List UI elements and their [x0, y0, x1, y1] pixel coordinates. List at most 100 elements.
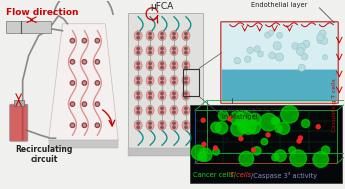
Circle shape	[247, 47, 253, 53]
Circle shape	[173, 33, 175, 35]
Circle shape	[317, 34, 324, 41]
Circle shape	[137, 51, 139, 54]
Polygon shape	[128, 13, 203, 148]
Circle shape	[185, 111, 187, 114]
Circle shape	[149, 33, 151, 35]
Circle shape	[83, 124, 86, 126]
Ellipse shape	[158, 31, 166, 41]
Circle shape	[96, 61, 98, 63]
Circle shape	[277, 32, 283, 38]
Circle shape	[95, 123, 99, 127]
Ellipse shape	[158, 120, 166, 130]
Bar	[49, 140, 118, 148]
Circle shape	[185, 62, 187, 65]
Circle shape	[149, 62, 151, 65]
Circle shape	[149, 81, 151, 84]
Circle shape	[185, 77, 187, 80]
Circle shape	[247, 121, 260, 134]
Ellipse shape	[170, 31, 178, 41]
Circle shape	[173, 107, 175, 110]
Circle shape	[253, 147, 261, 155]
Text: T cells: T cells	[230, 172, 252, 178]
Circle shape	[96, 40, 98, 42]
Circle shape	[161, 122, 163, 125]
Circle shape	[213, 148, 219, 155]
Circle shape	[216, 122, 228, 134]
Circle shape	[82, 123, 87, 127]
Circle shape	[228, 117, 232, 121]
Circle shape	[149, 36, 151, 39]
Circle shape	[137, 66, 139, 69]
Circle shape	[234, 57, 241, 64]
Circle shape	[173, 36, 175, 39]
Circle shape	[161, 107, 163, 110]
Circle shape	[289, 147, 296, 154]
Circle shape	[273, 118, 280, 125]
Bar	[190, 105, 342, 183]
Ellipse shape	[146, 46, 154, 56]
Circle shape	[71, 61, 73, 63]
Circle shape	[185, 51, 187, 54]
Circle shape	[297, 43, 306, 52]
Bar	[14, 100, 24, 106]
Circle shape	[149, 122, 151, 125]
Circle shape	[70, 123, 75, 127]
Ellipse shape	[182, 120, 190, 130]
Circle shape	[82, 60, 87, 64]
Circle shape	[185, 33, 187, 35]
Ellipse shape	[182, 91, 190, 100]
Circle shape	[317, 37, 324, 44]
Text: Flow direction: Flow direction	[6, 8, 78, 17]
Ellipse shape	[134, 120, 142, 130]
Text: /Caspase 3³ activity: /Caspase 3³ activity	[251, 172, 317, 179]
Circle shape	[218, 111, 228, 120]
Circle shape	[257, 51, 264, 57]
Circle shape	[161, 62, 163, 65]
Circle shape	[149, 107, 151, 110]
Circle shape	[173, 62, 175, 65]
Circle shape	[161, 96, 163, 99]
Circle shape	[254, 46, 260, 52]
Circle shape	[292, 43, 298, 49]
Circle shape	[275, 53, 284, 61]
Ellipse shape	[146, 105, 154, 115]
Ellipse shape	[182, 46, 190, 56]
Ellipse shape	[146, 91, 154, 100]
Ellipse shape	[146, 76, 154, 85]
Text: Cancer cells/CAFs
in Matrigel: Cancer cells/CAFs in Matrigel	[222, 107, 281, 120]
Circle shape	[82, 102, 87, 106]
Circle shape	[230, 111, 244, 125]
Circle shape	[265, 32, 271, 38]
Circle shape	[83, 82, 86, 84]
Circle shape	[173, 122, 175, 125]
Text: Recirculating
circuit: Recirculating circuit	[16, 145, 73, 164]
Circle shape	[161, 92, 163, 95]
Circle shape	[71, 40, 73, 42]
Circle shape	[96, 124, 98, 126]
Circle shape	[240, 118, 256, 134]
Circle shape	[191, 145, 206, 160]
Circle shape	[273, 42, 282, 50]
Circle shape	[71, 82, 73, 84]
Ellipse shape	[170, 60, 178, 70]
Circle shape	[185, 81, 187, 84]
Circle shape	[137, 47, 139, 50]
Circle shape	[298, 136, 303, 140]
Circle shape	[185, 107, 187, 110]
Circle shape	[70, 60, 75, 64]
Circle shape	[161, 47, 163, 50]
Circle shape	[173, 77, 175, 80]
Circle shape	[272, 154, 279, 161]
Circle shape	[231, 122, 246, 136]
Circle shape	[149, 51, 151, 54]
Circle shape	[137, 77, 139, 80]
Ellipse shape	[146, 60, 154, 70]
Circle shape	[290, 150, 307, 167]
Circle shape	[70, 102, 75, 106]
Circle shape	[260, 113, 277, 131]
Circle shape	[82, 39, 87, 43]
Circle shape	[149, 66, 151, 69]
Circle shape	[185, 36, 187, 39]
Ellipse shape	[158, 60, 166, 70]
Ellipse shape	[182, 105, 190, 115]
